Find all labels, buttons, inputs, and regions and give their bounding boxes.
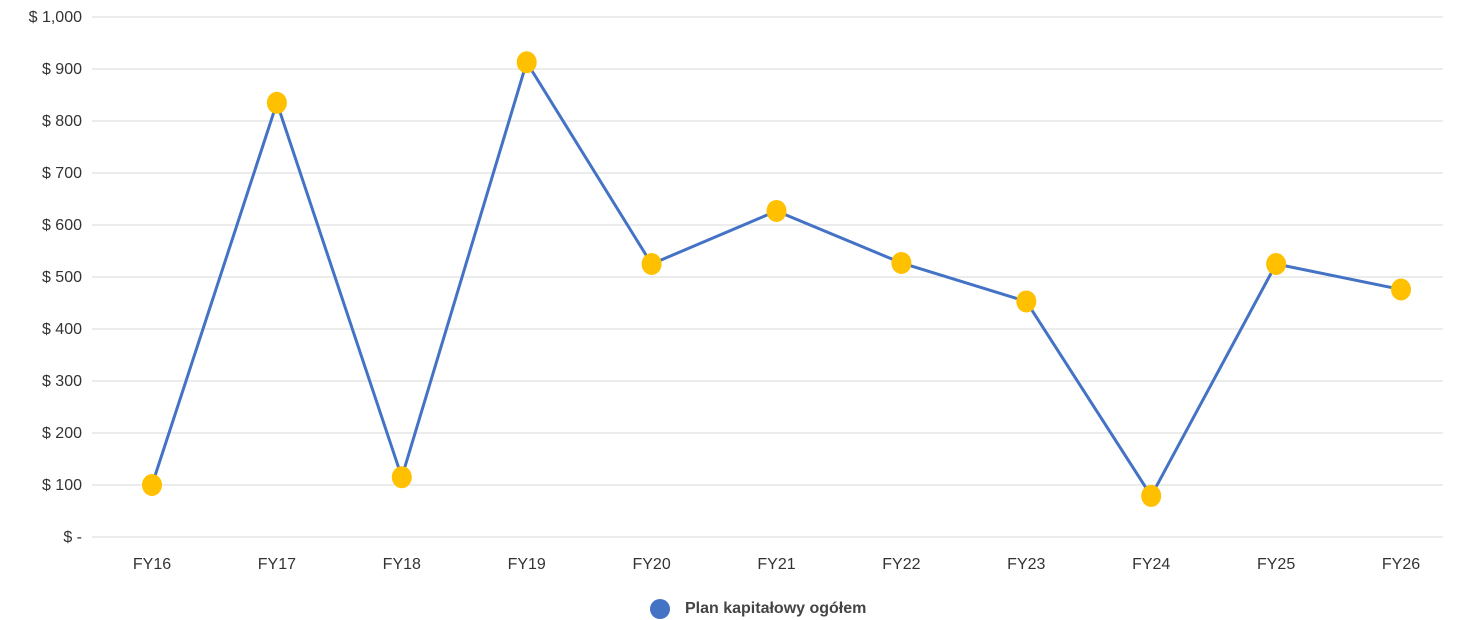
x-tick-label: FY25 [1257, 556, 1295, 573]
data-point-FY17 [266, 91, 287, 114]
x-tick-label: FY20 [632, 556, 670, 573]
y-axis-tick-labels: $ - $ 100 $ 200 $ 300 $ 400 $ 500 $ 600 $ 700 $ … [29, 9, 82, 546]
data-point-FY26 [1391, 278, 1411, 301]
series-plan-kapitalowy [142, 51, 1411, 507]
data-point-FY22 [891, 251, 912, 274]
y-tick-label: $ 500 [42, 269, 82, 286]
y-tick-label: $ 200 [42, 425, 82, 442]
y-tick-label: $ 1,000 [29, 9, 82, 26]
y-tick-label: $ 300 [42, 373, 82, 390]
data-point-FY21 [766, 199, 787, 222]
gridlines [92, 16, 1443, 538]
x-tick-label: FY26 [1382, 556, 1420, 573]
x-tick-label: FY19 [508, 556, 546, 573]
data-point-FY19 [516, 51, 537, 74]
y-tick-label: $ 600 [42, 217, 82, 234]
data-point-FY18 [391, 466, 412, 489]
x-tick-label: FY18 [383, 556, 421, 573]
data-point-FY24 [1141, 484, 1162, 507]
x-tick-label: FY23 [1007, 556, 1045, 573]
legend-marker [650, 599, 670, 619]
x-tick-label: FY24 [1132, 556, 1170, 573]
x-tick-label: FY21 [757, 556, 795, 573]
data-point-FY25 [1266, 253, 1287, 275]
x-tick-label: FY16 [133, 556, 171, 573]
y-tick-label: $ - [63, 529, 82, 546]
x-tick-label: FY17 [258, 556, 296, 573]
legend-label: Plan kapitałowy ogółem [685, 600, 866, 617]
y-tick-label: $ 900 [42, 61, 82, 78]
series-line [150, 60, 1402, 498]
legend: Plan kapitałowy ogółem [650, 599, 866, 619]
y-tick-label: $ 800 [42, 113, 82, 130]
data-point-FY20 [641, 253, 662, 275]
data-point-FY16 [142, 474, 162, 496]
data-point-FY23 [1016, 290, 1037, 313]
y-tick-label: $ 400 [42, 321, 82, 338]
y-tick-label: $ 100 [42, 477, 82, 494]
x-axis-tick-labels: FY16 FY17 FY18 FY19 FY20 FY21 FY22 FY23 FY24 FY25… [133, 556, 1420, 573]
x-tick-label: FY22 [882, 556, 920, 573]
y-tick-label: $ 700 [42, 165, 82, 182]
